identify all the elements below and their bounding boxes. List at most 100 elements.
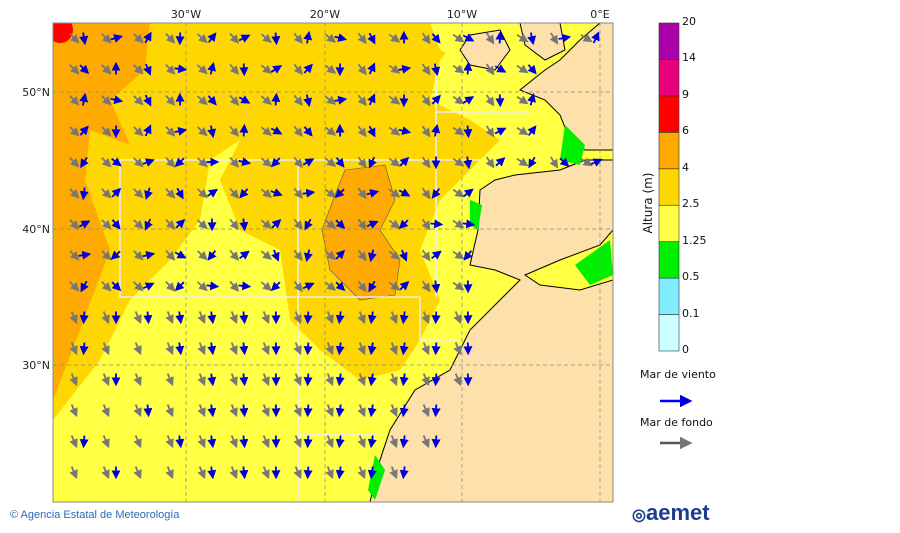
sea-orange-nw [53,23,150,400]
swell-arrow [389,311,398,325]
swell-arrow [549,32,559,45]
wind-sea-arrow [239,188,249,199]
swell-arrow [165,249,176,261]
wind-sea-arrow [399,281,410,291]
swell-arrow [69,404,78,418]
swell-arrow [357,373,366,387]
swell-arrow [357,311,366,325]
swell-arrow [133,157,144,168]
wind-sea-arrow [78,250,92,260]
swell-arrow [197,404,206,418]
color-bar-segment [658,168,680,206]
swell-arrow [165,125,176,137]
wind-sea-arrow [463,156,473,170]
wind-sea-arrow [271,219,282,229]
wind-sea-arrow [207,250,217,261]
wind-sea-arrow [334,95,348,105]
swell-arrow [196,33,208,44]
swell-arrow [101,404,110,418]
wind-sea-arrow [366,189,380,198]
swell-arrow [421,63,431,76]
swell-arrow [261,311,270,325]
swell-arrow [324,219,337,229]
swell-arrow [133,466,142,480]
swell-arrow [421,311,430,325]
swell-arrow [261,404,270,418]
wind-sea-arrow [398,64,412,74]
lon-label: 0°E [590,8,609,21]
swell-arrow [133,219,144,230]
swell-arrow [165,63,176,75]
wind-sea-arrow [144,218,153,231]
legend-title: Altura (m) [641,172,655,234]
wind-sea-arrow [303,30,313,44]
swell-arrow [357,125,367,138]
wind-sea-arrow [398,126,412,135]
swell-arrow [516,157,529,167]
wind-sea-arrow [303,63,313,74]
swell-arrow [388,64,401,74]
swell-arrow [165,466,174,480]
swell-arrow [101,250,112,261]
credit-text: © Agencia Estatal de Meteorología [10,509,180,521]
swell-arrow [421,404,430,418]
swell-arrow [389,466,398,480]
wind-sea-arrow [462,33,475,42]
swell-arrow [325,342,334,356]
swell-arrow [357,342,366,356]
swell-arrow [293,125,303,138]
swell-arrow [101,466,110,480]
swell-arrow [133,188,144,199]
swell-arrow [325,404,334,418]
wind-sea-arrow [111,157,122,167]
wind-sea-arrow [399,466,409,480]
swell-arrow [357,435,366,449]
swell-arrow [324,33,337,43]
wind-sea-arrow [238,157,252,167]
wind-sea-arrow [174,126,188,136]
swell-arrow [485,32,495,45]
wind-sea-arrow [143,404,153,418]
wind-sea-arrow [399,404,409,418]
swell-arrow [101,95,112,106]
swell-arrow [324,188,337,198]
swell-arrow [452,188,465,198]
wind-sea-arrow [207,95,217,106]
swell-arrow [293,466,302,480]
swell-arrow [485,156,495,169]
wind-sea-arrow [463,125,473,139]
swell-arrow [516,33,529,43]
wind-sea-arrow [239,218,249,232]
wind-sea-arrow [207,373,217,387]
wind-sea-arrow [399,156,410,167]
swell-arrow [293,156,303,169]
color-bar [658,22,680,352]
swell-arrow [452,219,465,229]
wind-sea-arrow [238,34,251,43]
swell-arrow [421,218,431,231]
swell-arrow [389,404,398,418]
wind-sea-arrow [207,61,216,75]
wind-sea-arrow [590,158,603,167]
swell-arrow [229,187,240,199]
wind-sea-arrow [367,311,377,325]
lat-label: 30°N [22,359,50,372]
swell-arrow [293,187,303,200]
swell-arrow [260,64,272,75]
wind-sea-arrow [110,250,121,260]
swell-arrow [293,311,302,325]
wind-sea-arrow [431,311,441,325]
swell-arrow [421,94,431,107]
swell-arrow [133,311,142,325]
swell-arrow [69,126,80,137]
color-bar-segment [658,59,680,97]
swell-arrow [69,157,80,168]
wind-sea-arrow [399,249,408,262]
swell-arrow [133,373,142,387]
swell-arrow [293,249,303,262]
swell-arrow [260,250,272,261]
wind-sea-arrow [431,33,441,44]
wind-sea-arrow [431,373,441,387]
wind-sea-arrow [143,124,152,137]
swell-arrow [293,280,303,293]
